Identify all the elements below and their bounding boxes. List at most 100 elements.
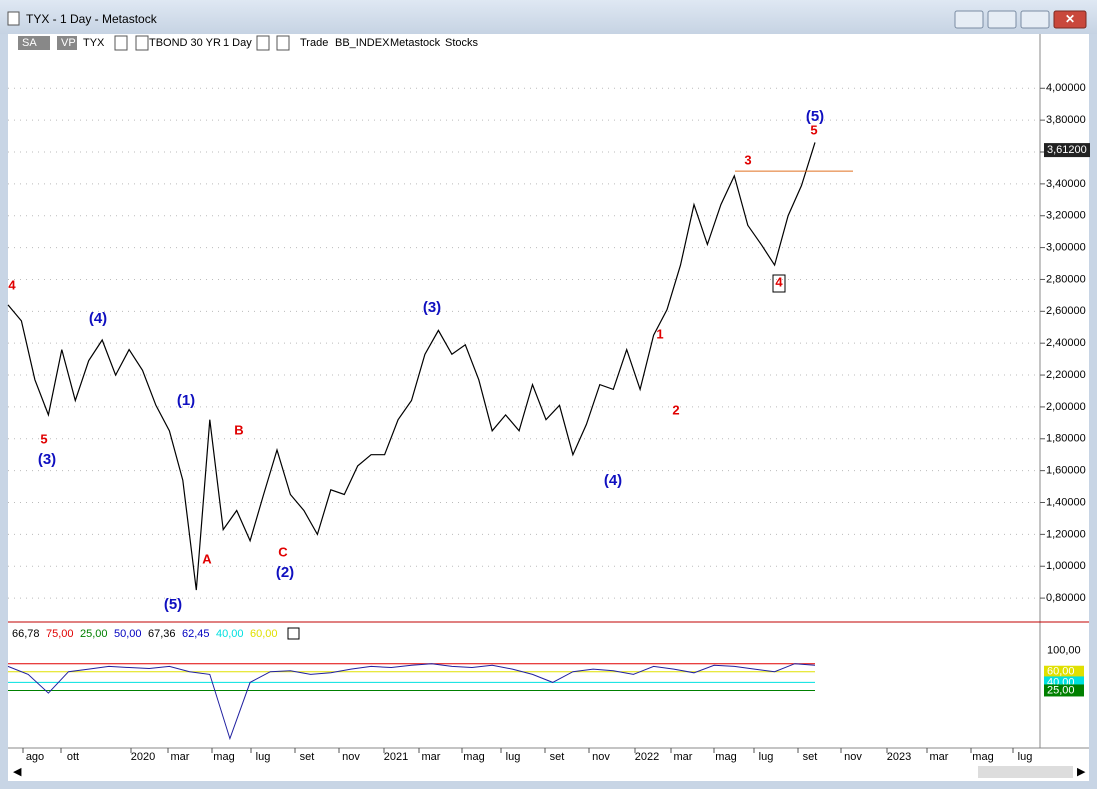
x-tick-label: lug bbox=[759, 751, 774, 763]
wave-label: 3 bbox=[744, 152, 751, 167]
wave-label: 4 bbox=[775, 274, 783, 289]
y-tick-label: 3,20000 bbox=[1046, 210, 1086, 222]
toolbar-button[interactable] bbox=[57, 36, 77, 50]
title-bar bbox=[0, 0, 1097, 34]
indicator-close[interactable] bbox=[287, 627, 300, 640]
indicator-legend: 62,45 bbox=[182, 628, 210, 640]
chart-area bbox=[8, 34, 1089, 781]
x-tick-label: mag bbox=[715, 751, 736, 763]
x-tick-label: 2023 bbox=[887, 751, 911, 763]
toolbar-item: Stocks bbox=[445, 37, 479, 49]
x-tick-label: mar bbox=[171, 751, 190, 763]
y-tick-label: 1,40000 bbox=[1046, 496, 1086, 508]
toolbar-item: TYX bbox=[83, 37, 105, 49]
toolbar-item: Metastock bbox=[390, 37, 441, 49]
x-tick-label: mag bbox=[972, 751, 993, 763]
close-glyph: ✕ bbox=[1065, 12, 1075, 26]
wave-label: 1 bbox=[656, 326, 663, 341]
tick-box bbox=[1044, 644, 1084, 657]
wave-label: 2 bbox=[672, 402, 679, 417]
x-tick-label: mar bbox=[674, 751, 693, 763]
x-tick-label: 2020 bbox=[131, 751, 155, 763]
wave-label: 5 bbox=[40, 431, 47, 446]
wave-label: (4) bbox=[89, 310, 107, 327]
y-tick-label: 3,40000 bbox=[1046, 178, 1086, 190]
x-tick-label: 2021 bbox=[384, 751, 408, 763]
wave-label: (4) bbox=[604, 472, 622, 489]
x-tick-label: mag bbox=[213, 751, 234, 763]
dropdown[interactable] bbox=[276, 35, 290, 51]
restore-button[interactable] bbox=[954, 10, 984, 29]
wave-label: (2) bbox=[276, 564, 294, 581]
price-line bbox=[7, 142, 816, 591]
y2-tick-label: 25,00 bbox=[1047, 684, 1075, 696]
x-tick-label: mag bbox=[463, 751, 484, 763]
indicator-legend: 60,00 bbox=[250, 628, 278, 640]
indicator-legend: 67,36 bbox=[148, 628, 176, 640]
wave-label: A bbox=[202, 551, 212, 566]
last-price-label: 3,61200 bbox=[1047, 144, 1087, 156]
last-price-box bbox=[1044, 143, 1090, 158]
dropdown[interactable] bbox=[114, 35, 128, 51]
y-tick-label: 2,00000 bbox=[1046, 401, 1086, 413]
indicator-legend: 75,00 bbox=[46, 628, 74, 640]
toolbar-item: TBOND 30 YR bbox=[149, 37, 221, 49]
y-tick-label: 2,40000 bbox=[1046, 337, 1086, 349]
tick-box bbox=[1044, 684, 1084, 697]
x-tick-label: set bbox=[550, 751, 565, 763]
dropdown[interactable] bbox=[256, 35, 270, 51]
y-tick-label: 2,60000 bbox=[1046, 305, 1086, 317]
x-tick-label: 2022 bbox=[635, 751, 659, 763]
scroll-left[interactable]: ◀ bbox=[13, 766, 22, 778]
x-tick-label: mar bbox=[422, 751, 441, 763]
wave-label: 4 bbox=[8, 277, 16, 292]
tick-box bbox=[1044, 665, 1084, 678]
scroll-right[interactable]: ▶ bbox=[1077, 766, 1086, 778]
wave-label: (1) bbox=[177, 392, 195, 409]
wave-label: (3) bbox=[38, 451, 56, 468]
wave-label: C bbox=[278, 544, 288, 559]
toolbar-item: BB_INDEX bbox=[335, 37, 390, 49]
window-buttons[interactable]: ✕ bbox=[954, 10, 1087, 29]
toolbar-item: VP bbox=[61, 37, 76, 49]
y-tick-label: 2,20000 bbox=[1046, 369, 1086, 381]
window-title: TYX - 1 Day - Metastock bbox=[26, 12, 158, 26]
x-tick-label: set bbox=[803, 751, 818, 763]
toolbar-item: SA bbox=[22, 37, 37, 49]
x-tick-label: ott bbox=[67, 751, 79, 763]
wave-label: B bbox=[234, 422, 243, 437]
dropdown[interactable] bbox=[135, 35, 149, 51]
x-tick-label: set bbox=[300, 751, 315, 763]
x-tick-label: mar bbox=[930, 751, 949, 763]
wave-label: (5) bbox=[164, 596, 182, 613]
y2-tick-label: 100,00 bbox=[1047, 644, 1081, 656]
close-button[interactable] bbox=[1053, 10, 1087, 29]
x-tick-label: lug bbox=[256, 751, 271, 763]
x-tick-label: lug bbox=[1018, 751, 1033, 763]
toolbar-item: Trade bbox=[300, 37, 328, 49]
indicator-legend: 66,78 bbox=[12, 628, 40, 640]
app-icon bbox=[7, 11, 20, 26]
y-tick-label: 3,80000 bbox=[1046, 114, 1086, 126]
x-tick-label: lug bbox=[506, 751, 521, 763]
y-tick-label: 3,00000 bbox=[1046, 241, 1086, 253]
indicator-legend: 50,00 bbox=[114, 628, 142, 640]
minimize-button[interactable] bbox=[987, 10, 1017, 29]
y-tick-label: 1,20000 bbox=[1046, 528, 1086, 540]
annotation-box bbox=[772, 274, 786, 293]
indicator-legend: 25,00 bbox=[80, 628, 108, 640]
scrollbar-thumb[interactable] bbox=[978, 766, 1073, 778]
indicator-legend: 40,00 bbox=[216, 628, 244, 640]
x-tick-label: ago bbox=[26, 751, 44, 763]
wave-label: 5 bbox=[810, 122, 817, 137]
indicator-line bbox=[7, 663, 816, 741]
maximize-button[interactable] bbox=[1020, 10, 1050, 29]
toolbar-button[interactable] bbox=[18, 36, 50, 50]
y-tick-label: 4,00000 bbox=[1046, 82, 1086, 94]
y-tick-label: 0,80000 bbox=[1046, 592, 1086, 604]
y-tick-label: 2,80000 bbox=[1046, 273, 1086, 285]
wave-label: (5) bbox=[806, 108, 824, 125]
plot: 0,80000 1,00000 1,20000 1,40000 1,60000 1,800… bbox=[7, 82, 1090, 763]
x-tick-label: nov bbox=[844, 751, 862, 763]
